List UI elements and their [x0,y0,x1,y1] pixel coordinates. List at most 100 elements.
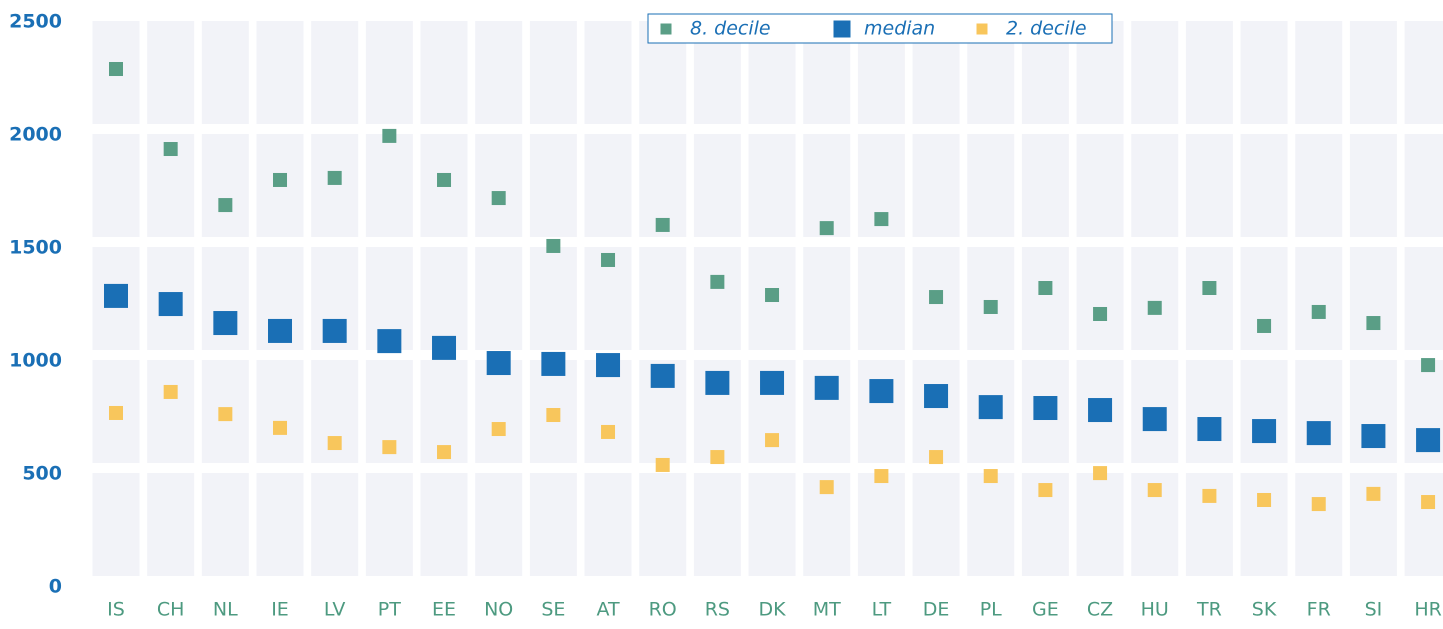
dot [814,375,839,400]
dot [874,469,889,484]
column-band [201,14,249,580]
dot [541,351,566,376]
legend-swatch [976,23,988,35]
column-band [1240,14,1288,580]
y-tick-label: 1000 [9,350,62,372]
x-tick-label: LT [872,599,892,621]
x-tick-label: PT [378,599,401,621]
dot [1088,398,1113,423]
column-band [693,14,741,580]
dot [1033,396,1058,421]
dot [710,274,725,289]
dot [1306,421,1331,446]
dot [819,221,834,236]
column-band [967,14,1015,580]
dot [109,405,123,420]
y-tick-label: 2500 [9,11,62,33]
dot [1252,419,1277,444]
dot [1311,497,1326,512]
y-tick-label: 1500 [9,237,62,259]
x-tick-label: DK [758,599,786,621]
dot [109,62,123,77]
dot [1311,304,1326,319]
x-tick-label: SI [1365,599,1383,621]
dot [268,318,293,343]
dot [1366,486,1381,501]
dot [491,422,506,437]
dot [1361,424,1386,449]
dot [819,480,834,495]
dot [924,384,949,409]
dot [874,212,889,227]
dot [327,170,342,185]
dot [983,469,998,484]
dot [710,450,725,465]
column-band [803,14,851,580]
dot [929,450,944,465]
dot [382,440,397,455]
x-tick-label: RO [649,599,677,621]
legend-swatch [660,23,672,35]
y-tick-label: 0 [49,576,62,598]
legend-label: median [864,18,935,40]
column-band [1295,14,1343,580]
dot [218,407,233,422]
dot [1197,417,1222,442]
x-tick-label: PL [980,599,1002,621]
column-band [1349,14,1397,580]
column-band [584,14,632,580]
column-band [529,14,577,580]
dot [1147,483,1162,498]
x-tick-label: HR [1414,599,1442,621]
dot [1257,492,1272,507]
dot [158,292,183,317]
dot [1038,483,1053,498]
dot [929,290,944,305]
dot [983,299,998,314]
x-tick-label: AT [596,599,620,621]
column-band [420,14,468,580]
dot [1202,281,1217,296]
dot [1421,358,1436,373]
x-tick-label: RS [705,599,730,621]
x-tick-label: HU [1141,599,1169,621]
dot [546,408,561,423]
dot [596,353,621,378]
dot [273,420,288,435]
dot [1257,318,1272,333]
dot [382,128,397,143]
x-tick-label: IS [107,599,125,621]
column-band [639,14,687,580]
column-band [311,14,359,580]
dot [327,436,342,451]
dot [273,172,288,187]
x-tick-label: NO [484,599,513,621]
x-tick-label: MT [813,599,841,621]
x-tick-label: SK [1252,599,1277,621]
dot [705,370,730,395]
legend-box [647,13,1113,44]
x-tick-label: EE [432,599,456,621]
dot [377,329,402,354]
column-band [1185,14,1233,580]
dot [869,379,894,404]
dot [978,395,1003,420]
x-tick-label: SE [541,599,565,621]
x-tick-label: CZ [1087,599,1113,621]
column-band [475,14,523,580]
dot [1142,407,1167,432]
dot [760,370,785,395]
dot [163,142,178,157]
x-tick-label: CH [157,599,185,621]
x-tick-label: DE [923,599,950,621]
dot [655,457,670,472]
dot [1093,466,1108,481]
dot [437,172,452,187]
dot [1421,495,1436,510]
x-tick-label: NL [213,599,238,621]
dot [491,191,506,206]
dot [1366,316,1381,331]
dot [486,351,511,376]
dot [432,335,457,360]
